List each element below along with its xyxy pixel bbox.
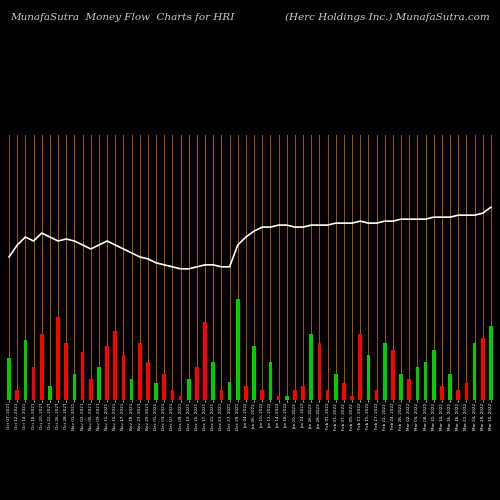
Bar (374, 390, 378, 400)
Bar (220, 390, 224, 400)
Bar (310, 334, 313, 400)
Bar (464, 384, 468, 400)
Bar (334, 374, 338, 400)
Bar (48, 386, 52, 400)
Bar (97, 366, 101, 400)
Bar (212, 362, 215, 400)
Bar (56, 316, 60, 400)
Bar (80, 352, 84, 400)
Bar (89, 378, 92, 400)
Bar (285, 396, 288, 400)
Bar (489, 326, 493, 400)
Bar (72, 374, 76, 400)
Bar (358, 334, 362, 400)
Bar (24, 340, 28, 400)
Bar (32, 366, 36, 400)
Bar (326, 390, 330, 400)
Bar (440, 386, 444, 400)
Bar (472, 343, 476, 400)
Bar (16, 390, 19, 400)
Bar (105, 346, 109, 400)
Bar (146, 362, 150, 400)
Bar (114, 331, 117, 400)
Bar (244, 386, 248, 400)
Bar (399, 374, 403, 400)
Bar (350, 396, 354, 400)
Bar (301, 386, 305, 400)
Bar (268, 362, 272, 400)
Bar (170, 390, 174, 400)
Bar (138, 343, 141, 400)
Bar (187, 378, 190, 400)
Bar (195, 366, 199, 400)
Bar (154, 384, 158, 400)
Bar (276, 396, 280, 400)
Bar (162, 374, 166, 400)
Bar (408, 378, 411, 400)
Bar (228, 382, 232, 400)
Bar (293, 390, 297, 400)
Bar (203, 322, 207, 400)
Bar (178, 396, 182, 400)
Bar (448, 374, 452, 400)
Bar (40, 334, 43, 400)
Bar (424, 362, 428, 400)
Bar (260, 390, 264, 400)
Bar (236, 298, 240, 400)
Bar (456, 390, 460, 400)
Bar (7, 358, 11, 400)
Bar (122, 354, 126, 400)
Text: MunafaSutra  Money Flow  Charts for HRI: MunafaSutra Money Flow Charts for HRI (10, 12, 234, 22)
Bar (432, 350, 436, 400)
Bar (383, 343, 386, 400)
Bar (318, 343, 322, 400)
Bar (64, 343, 68, 400)
Bar (481, 338, 484, 400)
Bar (252, 346, 256, 400)
Bar (416, 366, 420, 400)
Bar (130, 378, 134, 400)
Bar (342, 384, 346, 400)
Text: (Herc Holdings Inc.) MunafaSutra.com: (Herc Holdings Inc.) MunafaSutra.com (285, 12, 490, 22)
Bar (391, 350, 395, 400)
Bar (366, 354, 370, 400)
